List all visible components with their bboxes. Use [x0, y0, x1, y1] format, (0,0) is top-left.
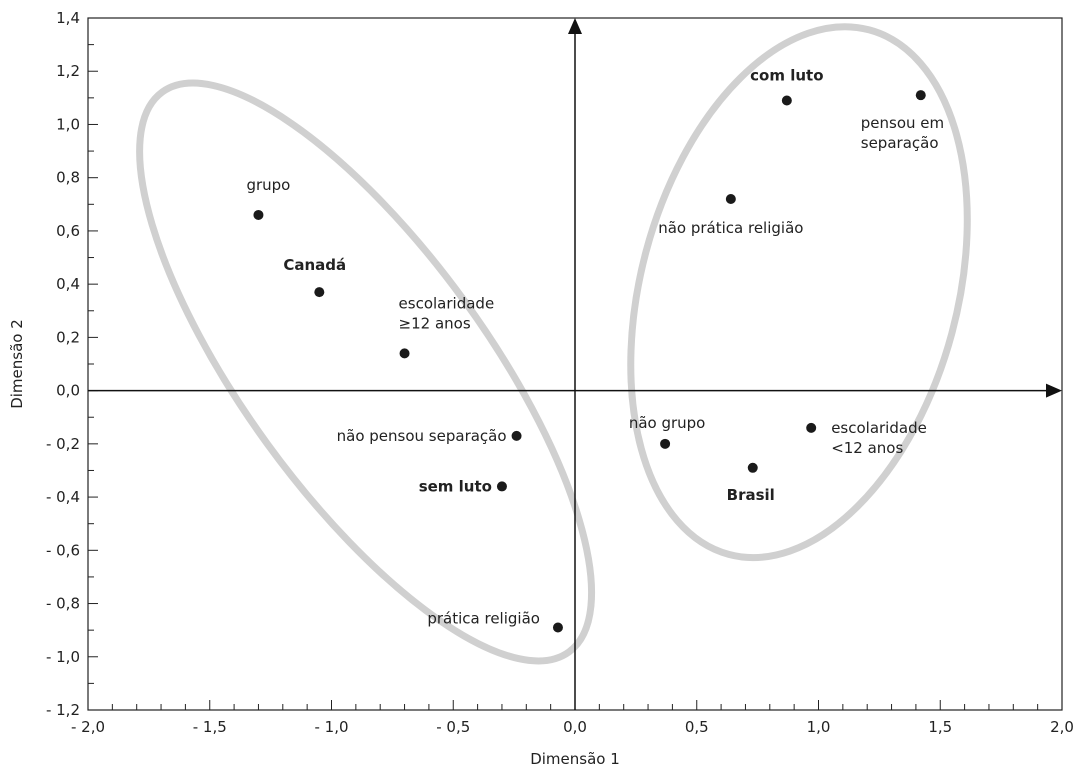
- y-tick-label: 1,0: [56, 115, 80, 133]
- horizontal-axis-arrow: [1046, 383, 1062, 398]
- x-tick-label: 0,0: [563, 718, 587, 736]
- y-tick-label: - 0,8: [46, 595, 80, 613]
- x-tick-label: 1,5: [928, 718, 952, 736]
- point-label-sem-luto: sem luto: [419, 477, 492, 495]
- y-tick-label: - 1,2: [46, 701, 80, 719]
- point-escolaridade-menos-12: [806, 422, 817, 433]
- point-pensou-em-separacao: [915, 90, 926, 101]
- x-tick-label: - 1,5: [193, 718, 227, 736]
- ticks-layer: - 2,0 - 1,5 - 1,0 - 0,5 0,0 0,5 1,0 1,5 2,0 1,4 1,…: [46, 9, 1074, 736]
- y-tick-label: 0,2: [56, 328, 80, 346]
- ellipses-layer: [136, 23, 971, 665]
- x-tick-label: 0,5: [685, 718, 709, 736]
- y-tick-label: - 0,2: [46, 435, 80, 453]
- y-tick-label: 1,4: [56, 9, 80, 27]
- x-tick-label: 2,0: [1050, 718, 1074, 736]
- x-tick-label: - 1,0: [314, 718, 348, 736]
- ellipse-left-cluster: [136, 79, 596, 665]
- y-tick-label: - 0,4: [46, 488, 80, 506]
- point-com-luto: [781, 95, 792, 106]
- point-escolaridade-12-mais: [399, 348, 410, 359]
- y-tick-label: - 1,0: [46, 648, 80, 666]
- point-sem-luto: [496, 481, 507, 492]
- point-canada: [314, 287, 325, 298]
- axes-layer: [88, 18, 1062, 710]
- point-label-escolaridade-12-mais: escolaridade: [399, 294, 495, 312]
- point-nao-pensou-separacao: [511, 430, 522, 441]
- x-tick-label: - 0,5: [436, 718, 470, 736]
- point-label-canada: Canadá: [283, 256, 346, 274]
- point-label-nao-pratica-religiao: não prática religião: [658, 219, 803, 237]
- point-nao-pratica-religiao: [725, 193, 736, 204]
- y-axis-title: Dimensão 2: [8, 319, 26, 409]
- vertical-axis-arrow: [568, 18, 582, 34]
- point-label-brasil: Brasil: [727, 486, 775, 504]
- y-tick-label: 0,6: [56, 222, 80, 240]
- point-label-nao-pensou-separacao: não pensou separação: [337, 427, 507, 445]
- point-label-escolaridade-menos-12: escolaridade: [831, 419, 927, 437]
- point-label-grupo: grupo: [246, 176, 290, 194]
- points-layer: grupo Canadá escolaridade ≥12 anos não penso…: [246, 67, 944, 633]
- point-label-pensou-em-separacao: separação: [861, 134, 939, 152]
- y-tick-label: 0,8: [56, 169, 80, 187]
- x-tick-label: - 2,0: [71, 718, 105, 736]
- point-nao-grupo: [660, 438, 671, 449]
- y-tick-label: - 0,6: [46, 541, 80, 559]
- y-tick-label: 0,4: [56, 275, 80, 293]
- point-label-nao-grupo: não grupo: [629, 414, 706, 432]
- x-axis-title: Dimensão 1: [530, 750, 620, 768]
- y-tick-label: 0,0: [56, 382, 80, 400]
- x-tick-label: 1,0: [807, 718, 831, 736]
- point-label-com-luto: com luto: [750, 67, 823, 85]
- point-label-escolaridade-12-mais: ≥12 anos: [399, 314, 471, 332]
- point-grupo: [253, 209, 264, 220]
- point-label-pensou-em-separacao: pensou em: [861, 114, 944, 132]
- ellipse-right-cluster: [627, 23, 971, 562]
- y-tick-label: 1,2: [56, 62, 80, 80]
- point-label-pratica-religiao: prática religião: [427, 609, 540, 627]
- point-label-escolaridade-menos-12: <12 anos: [831, 439, 903, 457]
- point-brasil: [747, 462, 758, 473]
- point-pratica-religiao: [552, 622, 563, 633]
